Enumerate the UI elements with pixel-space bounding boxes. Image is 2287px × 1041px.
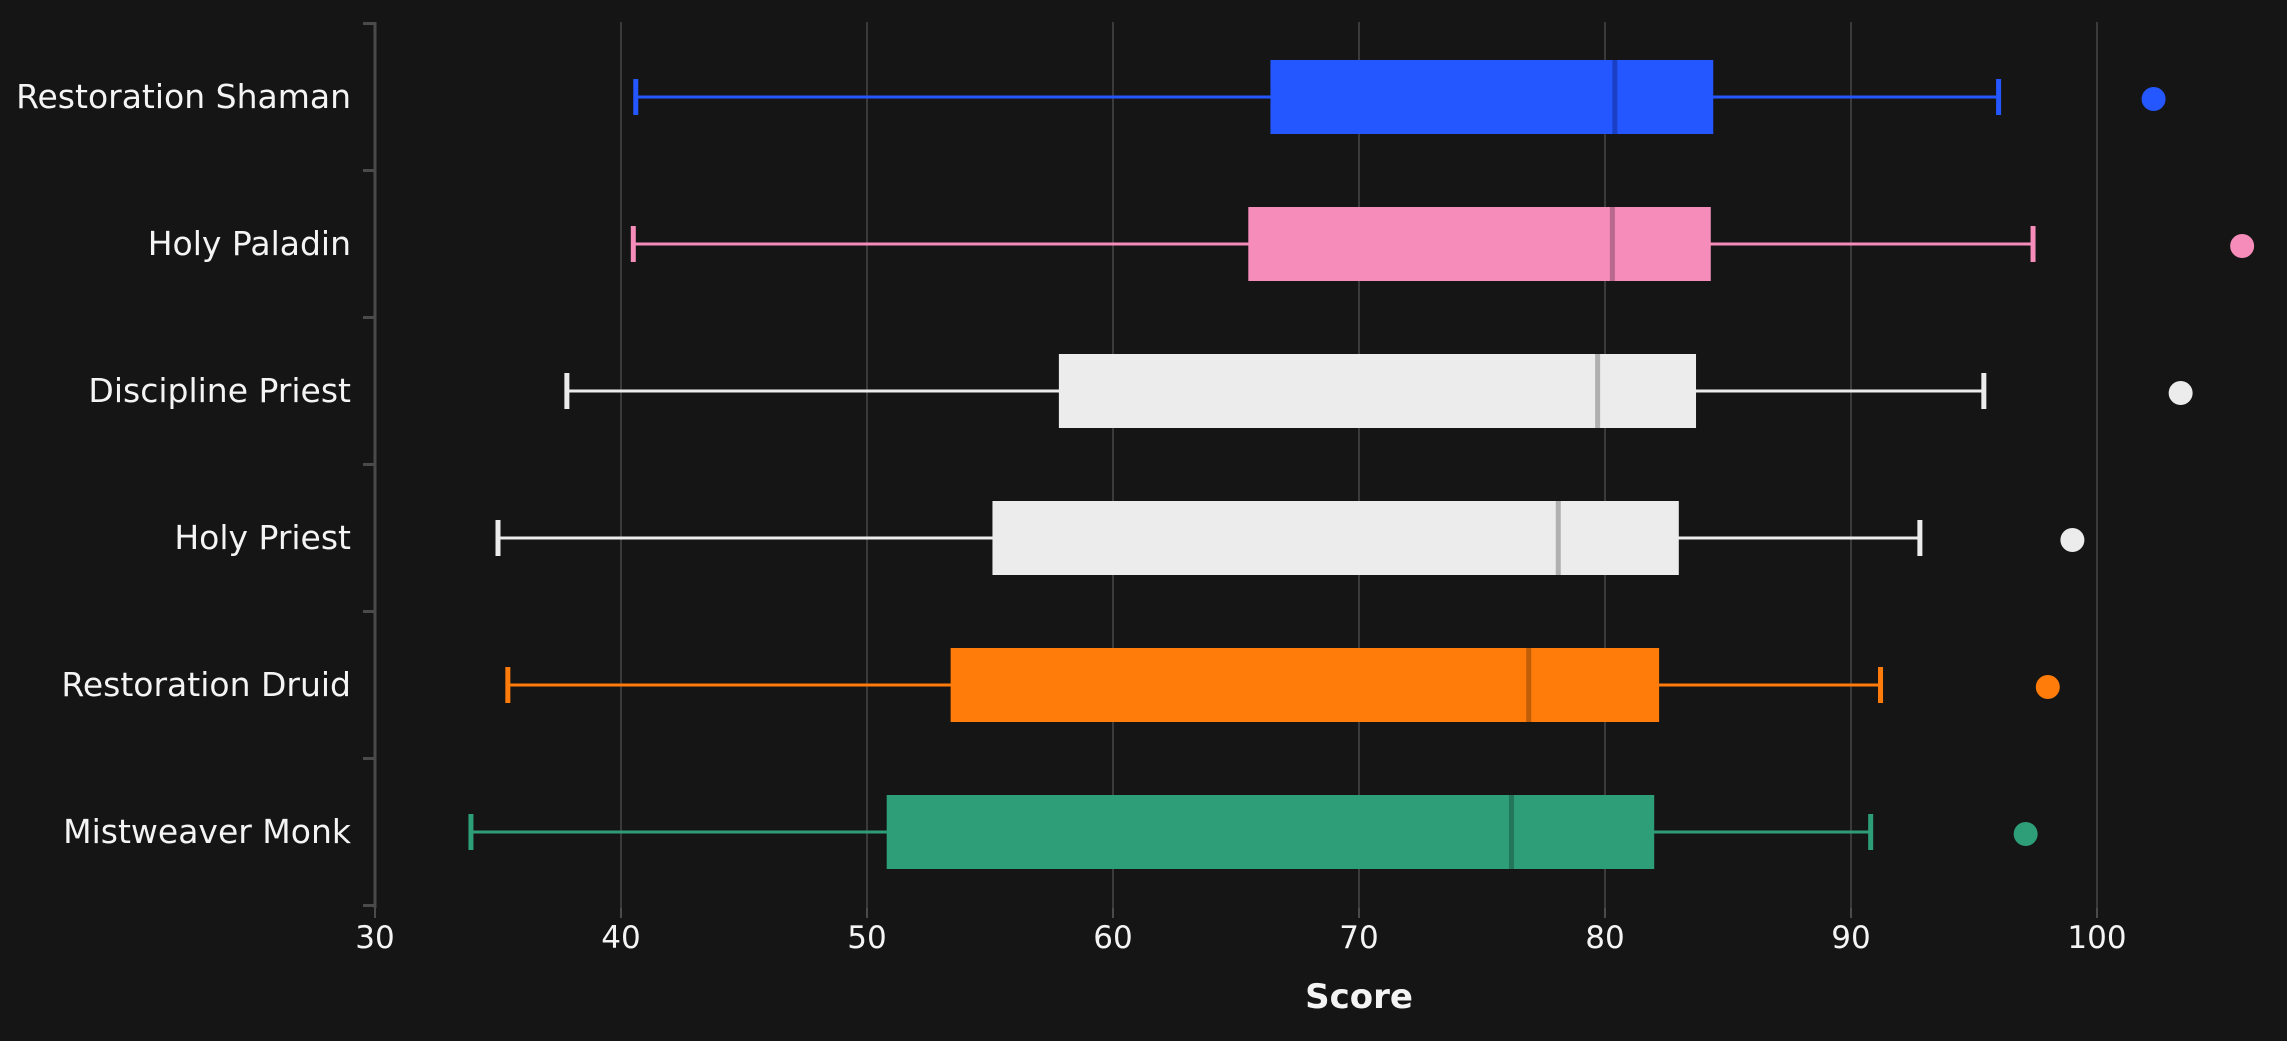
x-tick-label: 60	[1093, 920, 1132, 956]
iqr-box	[1270, 60, 1714, 134]
iqr-box	[950, 648, 1660, 722]
box-group	[505, 648, 2060, 722]
grid-lines	[620, 22, 2098, 908]
iqr-box	[1058, 354, 1697, 428]
x-axis-title: Score	[1305, 977, 1413, 1017]
category-label: Restoration Shaman	[16, 77, 351, 116]
iqr-box	[886, 795, 1655, 869]
box-group	[633, 60, 2166, 134]
category-label: Restoration Druid	[61, 665, 351, 704]
marker-dot	[2013, 822, 2038, 846]
marker-dot	[2035, 675, 2060, 699]
x-tick-label: 70	[1339, 920, 1378, 956]
category-label: Discipline Priest	[88, 371, 351, 410]
boxes	[468, 60, 2255, 869]
box-group	[495, 501, 2085, 575]
x-tick-labels: 30 40 50 60 70 80 90 100	[355, 920, 2126, 956]
x-tick-label: 40	[601, 920, 640, 956]
x-tick-label: 80	[1585, 920, 1624, 956]
category-labels: Restoration Shaman Holy Paladin Discipline…	[16, 77, 352, 851]
category-label: Holy Paladin	[148, 224, 351, 263]
y-axis	[363, 22, 2098, 918]
iqr-box	[992, 501, 1679, 575]
marker-dot	[2168, 381, 2193, 405]
x-tick-label: 30	[355, 920, 394, 956]
marker-dot	[2230, 234, 2255, 258]
box-group	[630, 207, 2255, 281]
x-tick-label: 90	[1831, 920, 1870, 956]
iqr-box	[1248, 207, 1711, 281]
marker-dot	[2060, 528, 2085, 552]
box-group	[468, 795, 2038, 869]
box-group	[564, 354, 2193, 428]
marker-dot	[2141, 87, 2166, 111]
category-label: Mistweaver Monk	[63, 812, 352, 851]
x-tick-label: 100	[2067, 920, 2126, 956]
x-tick-label: 50	[847, 920, 886, 956]
category-label: Holy Priest	[174, 518, 351, 557]
